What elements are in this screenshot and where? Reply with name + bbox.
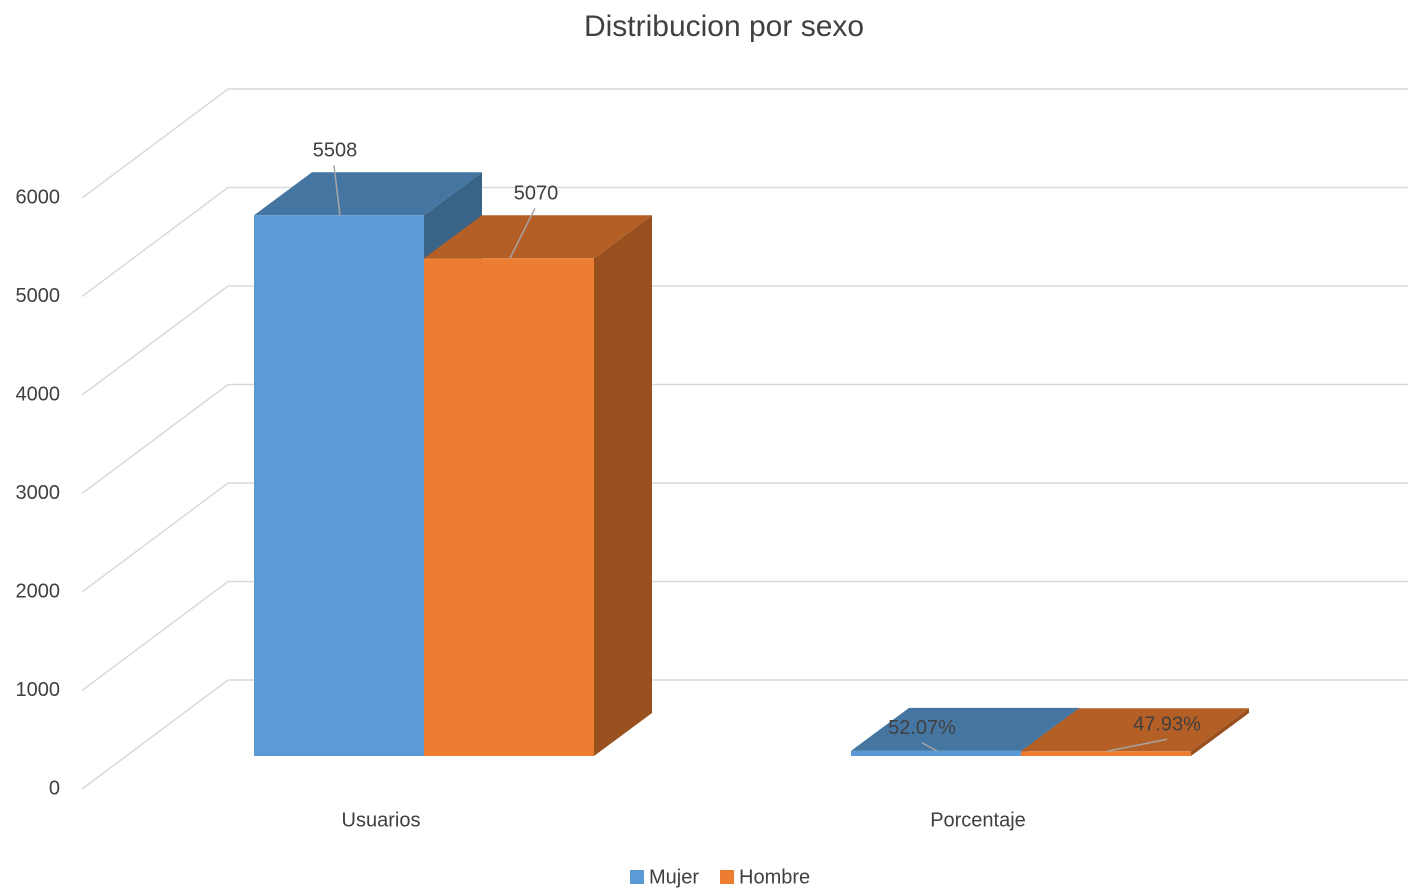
data-label: 47.93% — [1133, 714, 1201, 736]
bar — [1021, 708, 1249, 756]
y-tick-label: 0 — [49, 777, 60, 799]
bar-front — [254, 215, 424, 757]
leader-line — [921, 742, 938, 752]
grid-line — [81, 383, 229, 495]
y-tick-label: 3000 — [16, 482, 61, 504]
legend-label: Mujer — [649, 866, 699, 888]
x-tick-label: Porcentaje — [930, 809, 1026, 831]
grid-line — [81, 482, 229, 593]
bar-top — [1021, 708, 1249, 752]
bar-side — [1191, 708, 1249, 756]
data-label: 52.07% — [888, 717, 956, 739]
grid-line — [81, 679, 229, 790]
data-label: 5070 — [514, 183, 559, 205]
bar-top — [254, 172, 482, 216]
grid-line — [81, 285, 229, 396]
bar-side — [594, 215, 652, 757]
x-tick-label: Usuarios — [342, 809, 421, 831]
y-tick-label: 4000 — [16, 383, 61, 405]
leader-line — [509, 207, 536, 259]
bar-front — [1021, 751, 1191, 756]
legend-swatch — [720, 870, 735, 884]
leader-line — [1106, 738, 1168, 753]
bar-front — [424, 258, 594, 756]
bar-top — [424, 215, 652, 259]
grid-line — [81, 580, 229, 692]
y-tick-label: 1000 — [16, 679, 61, 701]
y-tick-label: 2000 — [16, 580, 61, 602]
y-tick-label: 5000 — [16, 285, 61, 307]
grid-line — [81, 186, 229, 298]
bar — [424, 215, 652, 757]
bar-front — [851, 750, 1021, 756]
y-tick-label: 6000 — [16, 186, 61, 208]
grid-line — [81, 88, 229, 199]
legend-swatch — [630, 870, 644, 884]
leader-line — [333, 165, 341, 216]
chart-title: Distribucion por sexo — [584, 10, 864, 43]
bar-top — [851, 707, 1079, 751]
legend-label: Hombre — [739, 866, 810, 888]
data-label: 5508 — [313, 140, 358, 162]
